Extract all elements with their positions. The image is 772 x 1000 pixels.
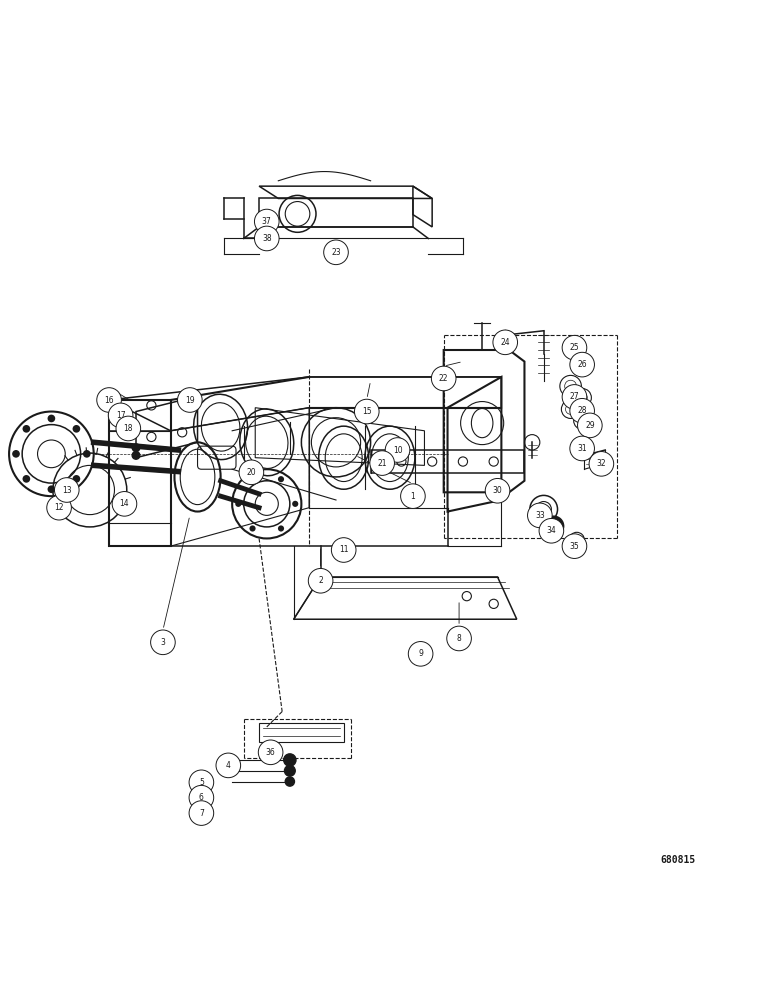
- Text: 2: 2: [318, 576, 323, 585]
- Circle shape: [239, 460, 264, 485]
- Text: 20: 20: [246, 468, 256, 477]
- Circle shape: [486, 478, 510, 503]
- Text: 21: 21: [378, 459, 387, 468]
- Circle shape: [83, 450, 90, 458]
- Circle shape: [447, 626, 472, 651]
- Text: 27: 27: [570, 392, 579, 401]
- Circle shape: [331, 538, 356, 562]
- Text: 15: 15: [362, 407, 371, 416]
- Text: 37: 37: [262, 217, 272, 226]
- Circle shape: [292, 501, 298, 507]
- Circle shape: [493, 330, 517, 355]
- Circle shape: [108, 403, 133, 428]
- Circle shape: [308, 568, 333, 593]
- Text: 10: 10: [393, 446, 402, 455]
- Circle shape: [249, 525, 256, 532]
- Text: 34: 34: [547, 526, 557, 535]
- Circle shape: [249, 476, 256, 482]
- Circle shape: [323, 240, 348, 265]
- Text: 25: 25: [570, 343, 579, 352]
- Text: 16: 16: [104, 396, 114, 405]
- Circle shape: [235, 501, 242, 507]
- Text: 5: 5: [199, 778, 204, 787]
- Text: 31: 31: [577, 444, 587, 453]
- Circle shape: [278, 525, 284, 532]
- Circle shape: [132, 444, 140, 452]
- Circle shape: [22, 475, 30, 483]
- Circle shape: [151, 630, 175, 655]
- Circle shape: [562, 335, 587, 360]
- Circle shape: [408, 642, 433, 666]
- Text: 24: 24: [500, 338, 510, 347]
- Circle shape: [132, 452, 140, 459]
- Circle shape: [189, 770, 214, 795]
- Text: 6: 6: [199, 793, 204, 802]
- Circle shape: [283, 754, 296, 766]
- Circle shape: [401, 484, 425, 508]
- Circle shape: [370, 451, 394, 475]
- Circle shape: [577, 413, 602, 438]
- Circle shape: [48, 485, 56, 493]
- Circle shape: [178, 388, 202, 412]
- Text: 26: 26: [577, 360, 587, 369]
- Text: 23: 23: [331, 248, 340, 257]
- Circle shape: [112, 492, 137, 516]
- Circle shape: [48, 415, 56, 422]
- Circle shape: [116, 416, 141, 441]
- Circle shape: [73, 475, 80, 483]
- Circle shape: [562, 385, 587, 409]
- Circle shape: [255, 209, 279, 234]
- Circle shape: [432, 366, 456, 391]
- Circle shape: [73, 425, 80, 433]
- Circle shape: [189, 785, 214, 810]
- Text: 12: 12: [54, 503, 64, 512]
- Text: 4: 4: [226, 761, 231, 770]
- Circle shape: [216, 753, 241, 778]
- Circle shape: [570, 352, 594, 377]
- Circle shape: [12, 450, 20, 458]
- Circle shape: [22, 425, 30, 433]
- Text: 36: 36: [266, 748, 276, 757]
- Text: 3: 3: [161, 638, 165, 647]
- Circle shape: [527, 503, 552, 528]
- Text: 7: 7: [199, 809, 204, 818]
- Circle shape: [284, 765, 295, 776]
- Circle shape: [539, 518, 564, 543]
- Circle shape: [278, 476, 284, 482]
- Circle shape: [354, 399, 379, 424]
- Text: 11: 11: [339, 545, 348, 554]
- Circle shape: [55, 478, 79, 502]
- Circle shape: [543, 516, 564, 536]
- Text: 32: 32: [597, 459, 606, 468]
- Circle shape: [570, 398, 594, 423]
- Circle shape: [47, 495, 71, 520]
- Circle shape: [570, 436, 594, 461]
- Circle shape: [385, 438, 410, 462]
- Circle shape: [259, 740, 283, 765]
- Text: 29: 29: [585, 421, 594, 430]
- Text: 1: 1: [411, 492, 415, 501]
- Text: 13: 13: [62, 486, 72, 495]
- Text: 8: 8: [457, 634, 462, 643]
- Text: 38: 38: [262, 234, 272, 243]
- Circle shape: [285, 777, 294, 786]
- Text: 17: 17: [116, 411, 125, 420]
- Circle shape: [255, 226, 279, 251]
- Text: 18: 18: [124, 424, 133, 433]
- Text: 14: 14: [120, 499, 129, 508]
- Circle shape: [96, 388, 121, 412]
- Text: 9: 9: [418, 649, 423, 658]
- Circle shape: [589, 452, 614, 476]
- Text: 680815: 680815: [661, 855, 696, 865]
- Circle shape: [562, 534, 587, 558]
- Text: 35: 35: [570, 542, 579, 551]
- Text: 33: 33: [535, 511, 545, 520]
- Text: 22: 22: [439, 374, 449, 383]
- Text: 30: 30: [493, 486, 503, 495]
- Circle shape: [189, 801, 214, 825]
- Text: 19: 19: [185, 396, 195, 405]
- Text: 28: 28: [577, 406, 587, 415]
